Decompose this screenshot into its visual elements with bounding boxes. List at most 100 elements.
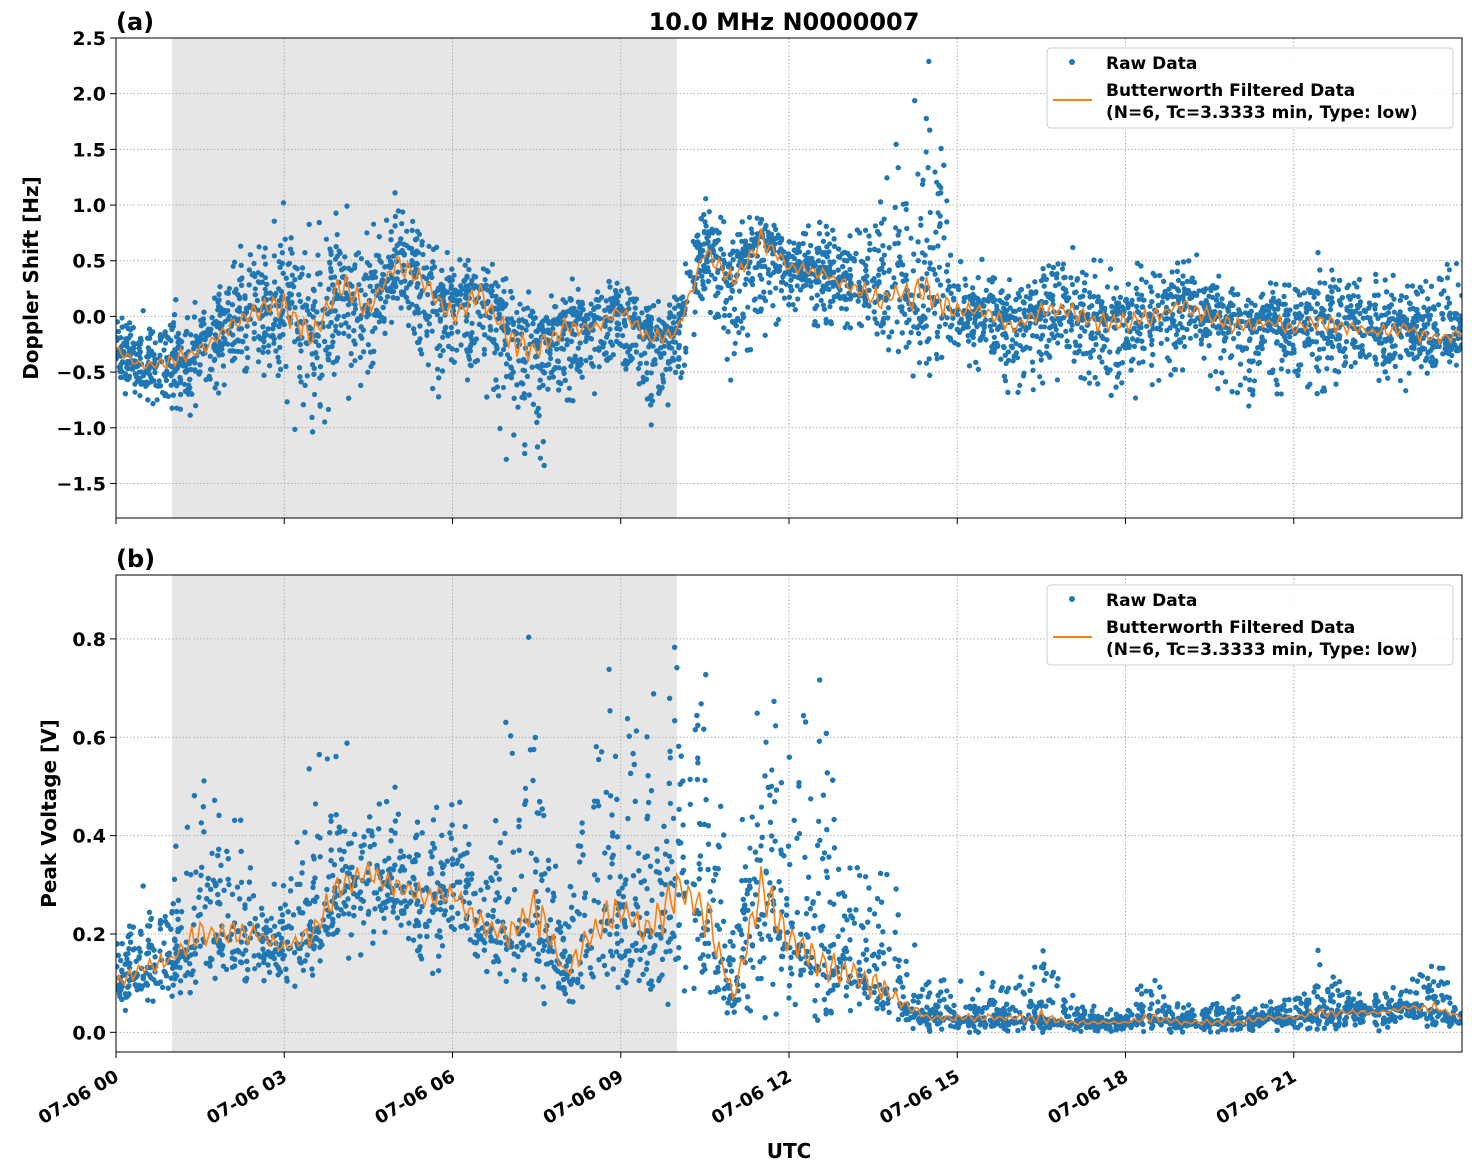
- raw-data-point: [693, 310, 698, 315]
- raw-data-point: [1243, 376, 1248, 381]
- raw-data-point: [906, 340, 911, 345]
- raw-data-point: [535, 444, 540, 449]
- raw-data-point: [562, 366, 567, 371]
- raw-data-point: [1010, 337, 1015, 342]
- raw-data-point: [1367, 300, 1372, 305]
- raw-data-point: [361, 349, 366, 354]
- raw-data-point: [1027, 296, 1032, 301]
- raw-data-point: [507, 356, 512, 361]
- raw-data-point: [1040, 380, 1045, 385]
- raw-data-point: [256, 359, 261, 364]
- raw-data-point: [1213, 369, 1218, 374]
- raw-data-point: [1445, 275, 1450, 280]
- raw-data-point: [450, 278, 455, 283]
- raw-data-point: [882, 253, 887, 258]
- raw-data-point: [1135, 291, 1140, 296]
- raw-data-point: [1221, 331, 1226, 336]
- raw-data-point: [406, 323, 411, 328]
- raw-data-point: [916, 258, 921, 263]
- raw-data-point: [1061, 262, 1066, 267]
- raw-data-point: [615, 320, 620, 325]
- raw-data-point: [762, 264, 767, 269]
- raw-data-point: [750, 231, 755, 236]
- raw-data-point: [1136, 360, 1141, 365]
- raw-data-point: [1032, 279, 1037, 284]
- raw-data-point: [236, 309, 241, 314]
- raw-data-point: [1044, 344, 1049, 349]
- raw-data-point: [1127, 311, 1132, 316]
- raw-data-point: [1037, 374, 1042, 379]
- raw-data-point: [1149, 342, 1154, 347]
- raw-data-point: [415, 229, 420, 234]
- raw-data-point: [449, 325, 454, 330]
- raw-data-point: [157, 378, 162, 383]
- raw-data-point: [137, 393, 142, 398]
- raw-data-point: [795, 283, 800, 288]
- raw-data-point: [430, 266, 435, 271]
- raw-data-point: [935, 356, 940, 361]
- raw-data-point: [895, 319, 900, 324]
- raw-data-point: [272, 253, 277, 258]
- raw-data-point: [683, 261, 688, 266]
- raw-data-point: [636, 366, 641, 371]
- raw-data-point: [335, 232, 340, 237]
- raw-data-point: [496, 393, 501, 398]
- raw-data-point: [192, 300, 197, 305]
- raw-data-point: [615, 281, 620, 286]
- raw-data-point: [351, 338, 356, 343]
- raw-data-point: [556, 387, 561, 392]
- raw-data-point: [1134, 304, 1139, 309]
- raw-data-point: [538, 456, 543, 461]
- raw-data-point: [1328, 284, 1333, 289]
- raw-data-point: [1447, 267, 1452, 272]
- raw-data-point: [1176, 278, 1181, 283]
- raw-data-point: [1445, 296, 1450, 301]
- raw-data-point: [920, 250, 925, 255]
- raw-data-point: [595, 289, 600, 294]
- raw-data-point: [1428, 348, 1433, 353]
- raw-data-point: [1095, 381, 1100, 386]
- raw-data-point: [252, 330, 257, 335]
- raw-data-point: [370, 289, 375, 294]
- raw-data-point: [1398, 378, 1403, 383]
- raw-data-point: [352, 358, 357, 363]
- raw-data-point: [1268, 280, 1273, 285]
- raw-data-point: [261, 254, 266, 259]
- raw-data-point: [911, 373, 916, 378]
- raw-data-point: [879, 221, 884, 226]
- raw-data-point: [745, 348, 750, 353]
- raw-data-point: [679, 370, 684, 375]
- raw-data-point: [1281, 294, 1286, 299]
- raw-data-point: [917, 360, 922, 365]
- raw-data-point: [293, 305, 298, 310]
- raw-data-point: [1286, 369, 1291, 374]
- raw-data-point: [733, 341, 738, 346]
- raw-data-point: [1291, 320, 1296, 325]
- raw-data-point: [441, 348, 446, 353]
- raw-data-point: [1454, 261, 1459, 266]
- raw-data-point: [759, 217, 764, 222]
- raw-data-point: [1087, 381, 1092, 386]
- raw-data-point: [226, 291, 231, 296]
- raw-data-point: [1060, 266, 1065, 271]
- raw-data-point: [927, 373, 932, 378]
- raw-data-point: [1176, 288, 1181, 293]
- raw-data-point: [701, 263, 706, 268]
- raw-data-point: [882, 310, 887, 315]
- raw-data-point: [549, 293, 554, 298]
- raw-data-point: [1063, 329, 1068, 334]
- raw-data-point: [358, 355, 363, 360]
- raw-data-point: [806, 223, 811, 228]
- raw-data-point: [721, 219, 726, 224]
- raw-data-point: [1092, 274, 1097, 279]
- raw-data-point: [469, 321, 474, 326]
- raw-data-point: [1113, 362, 1118, 367]
- raw-data-point: [1216, 274, 1221, 279]
- raw-data-point: [466, 267, 471, 272]
- raw-data-point: [924, 361, 929, 366]
- raw-data-point: [364, 230, 369, 235]
- raw-data-point: [1389, 293, 1394, 298]
- raw-data-point: [904, 201, 909, 206]
- raw-data-point: [412, 331, 417, 336]
- raw-data-point: [346, 334, 351, 339]
